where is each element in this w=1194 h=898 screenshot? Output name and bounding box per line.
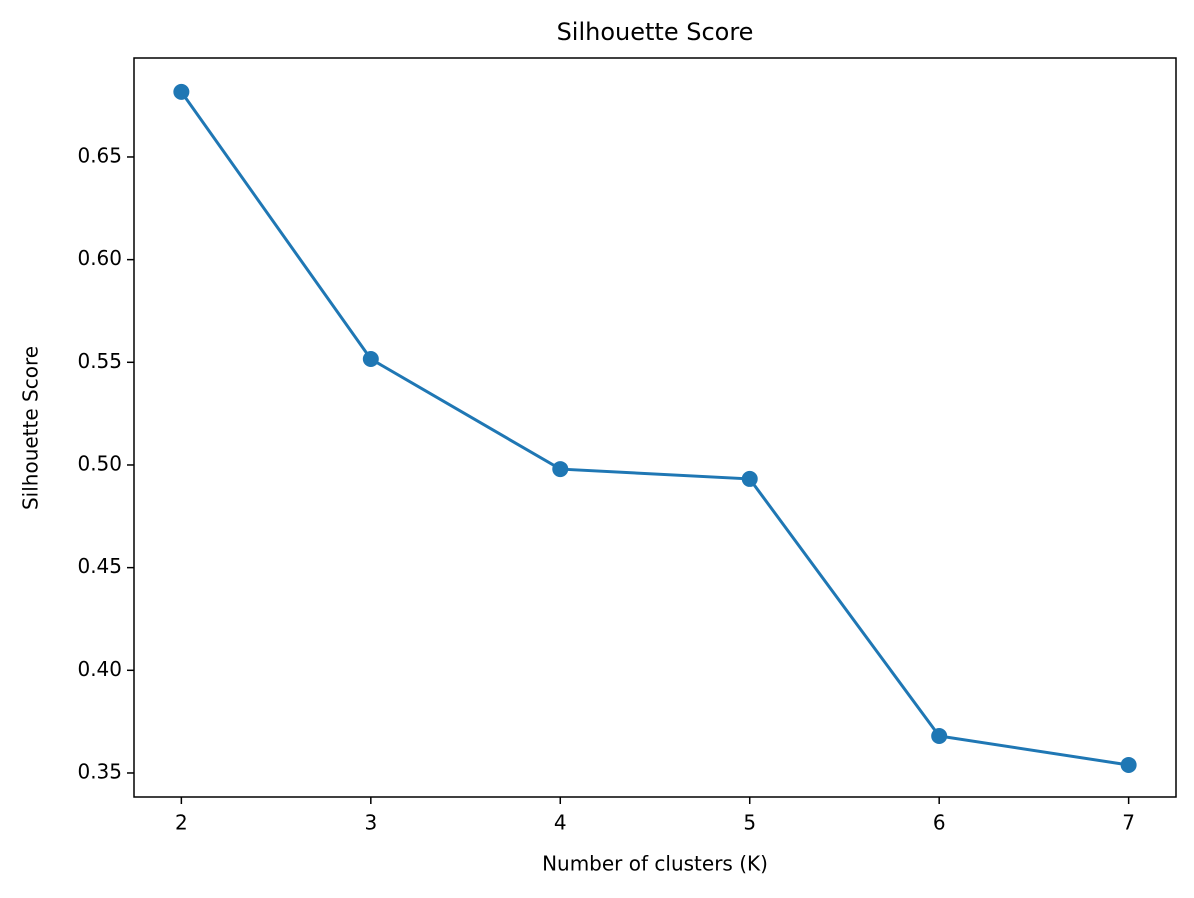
- point: [741, 470, 758, 487]
- y-axis-label: Silhouette Score: [19, 346, 43, 510]
- x-tick-label: 2: [175, 811, 188, 835]
- point: [931, 728, 948, 745]
- x-tick-label: 6: [933, 811, 946, 835]
- x-tick-label: 3: [364, 811, 377, 835]
- x-tick-label: 4: [554, 811, 567, 835]
- point: [1120, 756, 1137, 773]
- point: [362, 351, 379, 368]
- chart-title: Silhouette Score: [557, 18, 754, 46]
- y-tick-label: 0.55: [77, 349, 122, 373]
- x-axis-label: Number of clusters (K): [542, 852, 768, 876]
- y-tick-label: 0.50: [77, 451, 122, 475]
- y-tick-label: 0.60: [77, 246, 122, 270]
- x-tick-label: 7: [1122, 811, 1135, 835]
- y-tick-label: 0.45: [77, 554, 122, 578]
- y-tick-label: 0.40: [77, 657, 122, 681]
- y-tick-label: 0.65: [77, 143, 122, 167]
- series-line: [180, 91, 1129, 767]
- x-tick-label: 5: [743, 811, 756, 835]
- point: [173, 83, 190, 100]
- y-tick-label: 0.35: [77, 759, 122, 783]
- point: [552, 461, 569, 478]
- axes-frame: [133, 57, 1177, 798]
